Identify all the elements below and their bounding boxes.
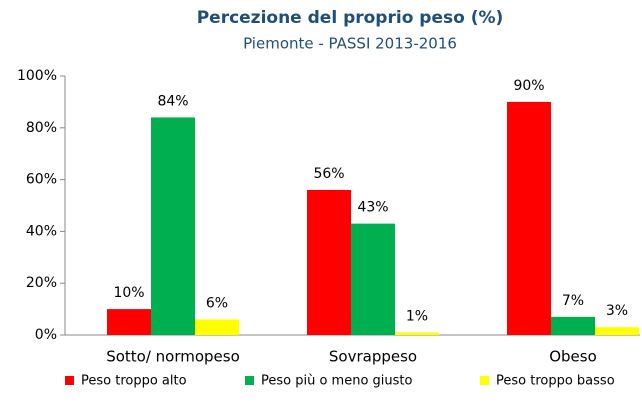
bar (351, 223, 395, 335)
value-label: 3% (606, 303, 628, 319)
bar (107, 309, 151, 335)
y-tick-label: 60% (26, 172, 57, 188)
legend-label: Peso più o meno giusto (261, 374, 413, 389)
y-tick-label: 80% (26, 120, 57, 136)
bar (595, 327, 639, 335)
chart-title: Percezione del proprio peso (%) (197, 8, 504, 28)
legend-label: Peso troppo alto (81, 374, 187, 389)
value-label: 84% (157, 93, 188, 109)
value-label: 43% (357, 200, 388, 216)
value-label: 56% (313, 166, 344, 182)
bar (151, 117, 195, 335)
value-label: 7% (562, 293, 584, 309)
bar (195, 319, 239, 335)
value-label: 10% (113, 285, 144, 301)
bar (507, 101, 551, 336)
legend-swatch (480, 376, 489, 385)
value-label: 90% (513, 78, 544, 94)
legend-label: Peso troppo basso (496, 374, 615, 389)
y-tick-label: 0% (35, 327, 57, 343)
bar (395, 332, 439, 335)
legend-swatch (65, 376, 74, 385)
bar (307, 189, 351, 335)
y-tick-label: 20% (26, 275, 57, 291)
bar (551, 316, 595, 335)
y-tick-label: 100% (17, 68, 57, 84)
x-tick-label: Sovrappeso (329, 348, 417, 366)
value-label: 1% (406, 308, 428, 324)
legend-swatch (245, 376, 254, 385)
value-label: 6% (206, 295, 228, 311)
x-tick-label: Obeso (549, 348, 597, 366)
y-tick-label: 40% (26, 223, 57, 239)
chart-subtitle: Piemonte - PASSI 2013-2016 (243, 35, 457, 53)
x-tick-label: Sotto/ normopeso (106, 348, 240, 366)
